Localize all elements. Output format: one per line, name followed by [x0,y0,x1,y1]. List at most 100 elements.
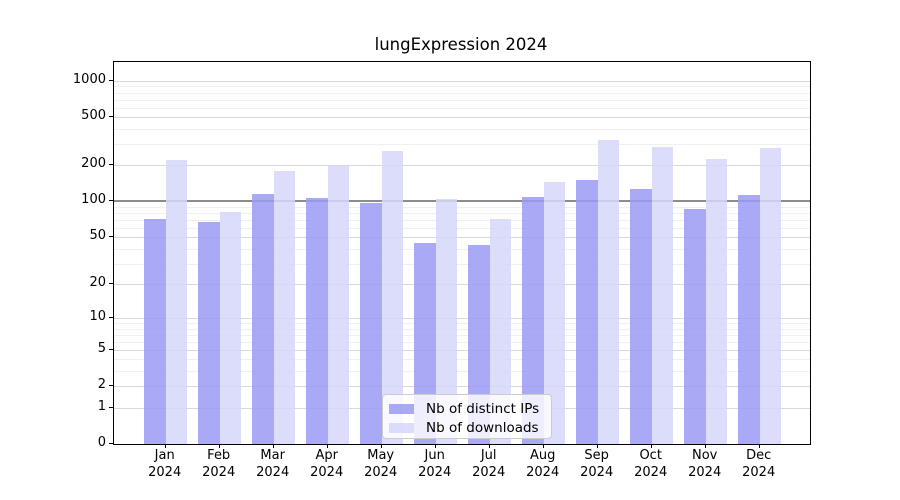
x-tick-label: Jun 2024 [418,448,452,480]
y-tick-label: 5 [97,340,106,356]
bar-distinct-ips-aug [522,196,544,444]
bar-distinct-ips-mar [252,194,274,444]
y-tick-label: 20 [89,275,106,290]
gridline-minor [114,341,810,343]
legend-item-downloads: Nb of downloads [389,418,547,437]
x-tick-label: Apr 2024 [310,448,344,480]
y-tick-mark [109,200,113,202]
bar-downloads-jun [435,199,458,444]
gridline-minor [114,144,810,146]
y-tick-mark [109,236,113,238]
x-tick-label: May 2024 [364,448,398,480]
gridline-minor [114,99,810,101]
gridline-minor [114,263,810,265]
legend-swatch-distinct-ips-icon [389,403,414,414]
gridline-minor [114,248,810,250]
bar-downloads-may [381,150,404,444]
gridline-minor [114,219,810,221]
legend-label-distinct-ips: Nb of distinct IPs [426,400,540,417]
y-tick-mark [109,443,113,444]
bar-distinct-ips-may [360,203,382,444]
x-tick-label: Aug 2024 [526,448,560,480]
gridline-major [114,284,810,285]
gridline-minor [114,328,810,330]
chart-title: lungExpression 2024 [374,35,548,54]
bar-downloads-jul [489,219,512,444]
gridline-minor [114,86,810,88]
gridline-major [114,317,810,319]
bar-distinct-ips-apr [306,198,328,444]
legend-item-distinct-ips: Nb of distinct IPs [389,399,547,418]
bar-downloads-apr [327,165,350,444]
x-tick-label: Oct 2024 [634,448,668,480]
gridline-major [114,349,810,351]
bar-distinct-ips-feb [198,221,220,444]
y-tick-mark [109,116,113,118]
bar-distinct-ips-oct [630,189,652,444]
bar-distinct-ips-nov [684,208,706,444]
y-tick-label: 50 [89,228,106,244]
x-tick-mark [218,444,220,448]
gridline-minor [114,213,810,215]
x-tick-label: Dec 2024 [742,448,776,480]
y-tick-label: 2 [97,377,106,393]
bars-layer [114,62,810,444]
gridline-major [114,165,810,167]
y-tick-mark [109,79,113,81]
x-tick-mark [542,444,544,448]
bar-downloads-oct [651,147,674,444]
gridline-minor [114,359,810,361]
x-tick-mark [650,444,652,448]
bar-downloads-jan [165,159,188,444]
y-tick-mark [109,316,113,318]
bar-distinct-ips-dec [738,195,760,444]
x-tick-label: Jan 2024 [148,448,182,480]
gridline-major [114,117,810,119]
bar-downloads-aug [543,181,566,444]
bar-downloads-sep [597,140,620,444]
y-tick-mark [109,283,113,284]
y-tick-label: 500 [81,108,106,124]
y-tick-label: 1 [97,398,106,414]
x-tick-mark [704,444,706,448]
x-tick-mark [758,444,760,448]
x-tick-label: Jul 2024 [472,448,506,480]
x-tick-label: Feb 2024 [202,448,236,480]
x-tick-mark [164,444,166,448]
x-tick-label: Sep 2024 [580,448,614,480]
y-tick-label: 100 [81,192,106,208]
y-tick-label: 10 [89,308,106,324]
gridline-minor [114,322,810,324]
bar-downloads-mar [273,171,296,444]
y-tick-mark [109,406,113,408]
bar-downloads-nov [705,159,728,444]
gridline-minor [114,129,810,130]
legend: Nb of distinct IPs Nb of downloads [382,394,552,439]
y-tick-mark [109,348,113,350]
gridline-minor [114,371,810,373]
x-tick-mark [326,444,328,448]
bar-distinct-ips-jun [414,242,436,444]
gridline-minor [114,227,810,229]
gridline-major [114,237,810,239]
gridline-emphasized [114,200,810,203]
x-tick-label: Mar 2024 [256,448,290,480]
y-tick-mark [109,385,113,387]
x-tick-mark [272,444,274,448]
gridline-minor [114,334,810,336]
x-tick-mark [596,444,598,448]
legend-swatch-downloads-icon [389,422,414,433]
plot-area: Nb of distinct IPs Nb of downloads [113,61,811,445]
x-tick-mark [488,444,490,448]
x-tick-mark [380,444,382,448]
x-tick-mark [434,444,436,448]
y-tick-label: 0 [97,435,106,450]
y-tick-label: 200 [81,156,106,172]
gridline-minor [114,107,810,109]
bar-distinct-ips-sep [576,179,598,444]
gridline-major [114,386,810,388]
x-tick-label: Nov 2024 [688,448,722,480]
bar-distinct-ips-jan [144,218,166,444]
gridline-major [114,80,810,82]
